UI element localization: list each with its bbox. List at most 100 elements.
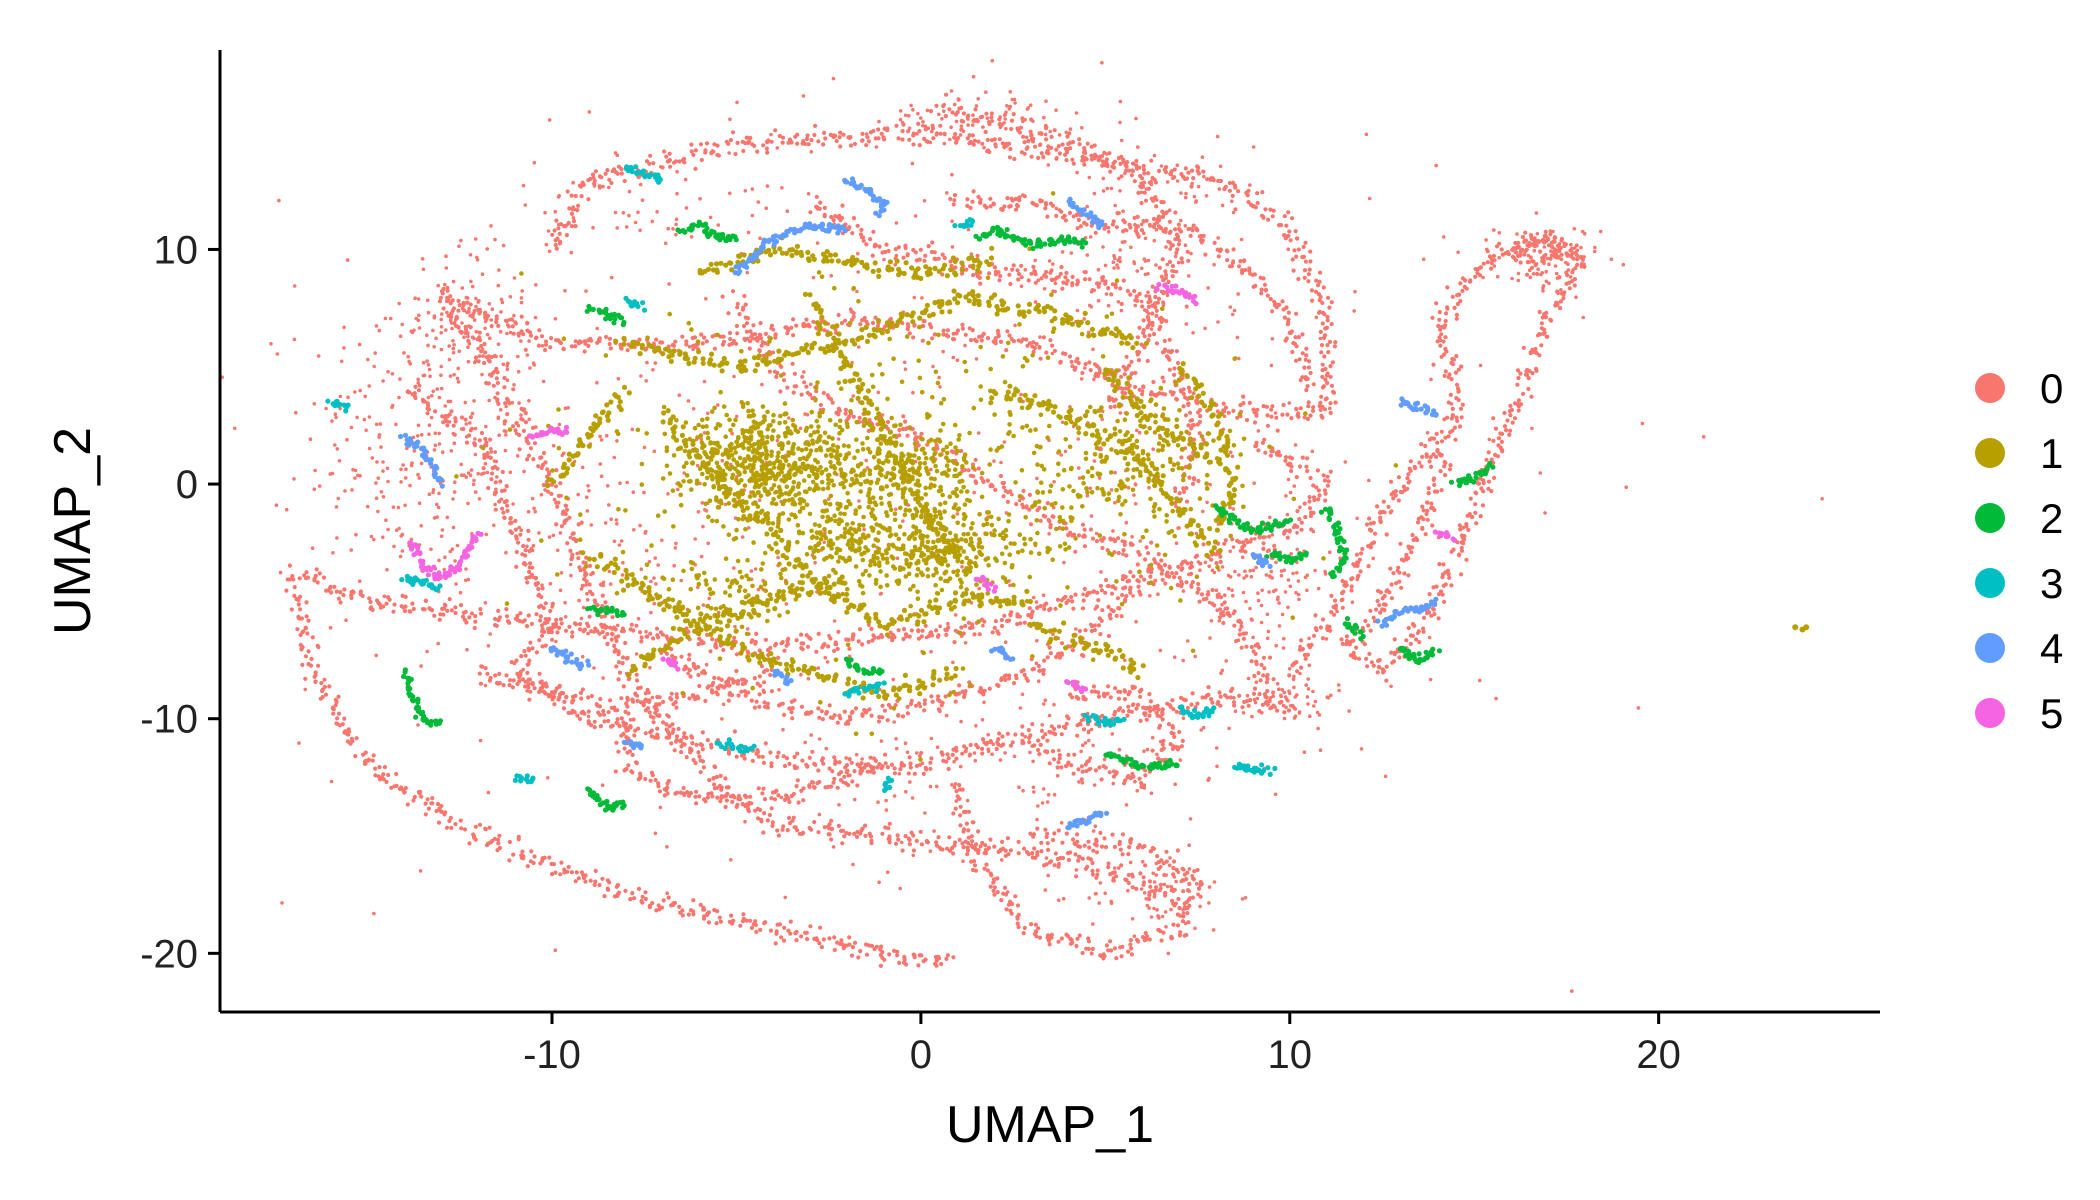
data-point [1043,132,1048,137]
data-point [800,141,805,146]
data-point [420,257,425,261]
data-point [1572,283,1577,288]
data-point [617,670,623,675]
data-point [1436,616,1441,621]
data-point [1012,156,1017,162]
data-point [528,446,534,451]
data-point [918,829,923,834]
data-point [822,540,827,545]
data-point [782,925,787,930]
data-point [918,704,923,709]
data-point [1007,155,1013,160]
data-point [1256,591,1260,595]
data-point [702,335,707,340]
data-point [1286,247,1291,252]
data-point [887,821,892,826]
data-point [809,138,814,143]
data-point [515,617,520,623]
data-point [1279,573,1284,578]
data-point [904,962,909,967]
data-point [480,272,485,277]
data-point [609,637,614,642]
data-point [1267,590,1271,594]
data-point [342,325,346,330]
data-point [1547,262,1551,267]
data-point [1139,190,1144,195]
data-point [1516,253,1521,258]
data-point [1306,687,1311,691]
data-point [444,266,449,270]
data-point [1441,562,1446,567]
data-point [633,220,638,225]
data-point [391,505,396,510]
data-point [1236,292,1240,296]
data-point [437,395,442,400]
data-point [1394,581,1399,586]
data-point [1109,488,1114,492]
data-point [443,282,447,287]
data-point [1478,265,1483,270]
data-point [1275,682,1280,686]
data-point [1189,564,1194,569]
data-point [1329,693,1333,698]
data-point [636,686,641,691]
data-point [892,720,896,724]
data-point [392,602,397,607]
data-point [1046,793,1051,797]
data-point [501,243,506,248]
data-point [1129,946,1134,951]
data-point [1056,939,1061,944]
data-point [1005,104,1009,108]
data-point [919,116,923,120]
data-point [511,852,516,857]
data-point [369,534,374,539]
data-point [1540,238,1545,243]
data-point [987,149,992,155]
data-point [1321,335,1327,340]
data-point [569,224,574,229]
data-point [929,630,934,635]
data-point [1091,922,1095,926]
data-point [439,331,444,335]
data-point [1056,864,1061,869]
data-point [277,198,281,203]
data-point [1090,872,1095,877]
data-point [864,143,869,148]
data-point [1185,888,1191,893]
data-point [1192,194,1197,199]
data-point [786,928,791,933]
data-point [566,864,571,870]
data-point [728,138,734,143]
data-point [431,389,436,394]
data-point [1344,634,1349,639]
data-point [955,512,960,516]
data-point [1134,158,1139,164]
data-point [865,135,870,140]
data-point [496,342,501,347]
data-point [955,358,960,363]
data-point [490,838,495,844]
data-point [621,211,626,215]
data-point [1077,137,1082,142]
data-point [644,159,650,164]
data-point [1541,289,1545,293]
data-point [672,563,676,568]
data-point [808,636,813,641]
data-point [1196,171,1201,176]
data-point [427,432,431,437]
data-point [1034,600,1039,604]
data-point [773,128,778,133]
data-point [1269,363,1274,368]
data-point [1104,292,1109,296]
data-point [1201,169,1206,174]
data-point [430,394,434,398]
data-point [467,615,472,620]
data-point [453,822,458,827]
data-point [519,314,524,319]
data-point [1287,229,1292,234]
data-point [619,171,624,176]
data-point [367,446,372,451]
data-point [1416,516,1421,521]
data-point [1004,618,1010,624]
data-point [615,439,619,443]
